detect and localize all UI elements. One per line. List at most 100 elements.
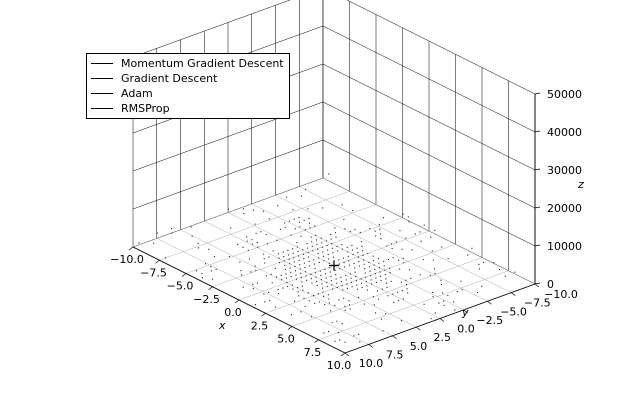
surface-dot — [290, 276, 292, 278]
grid-line-back-wall-horizontal — [322, 139, 536, 247]
surface-dot — [299, 268, 301, 270]
surface-dot — [334, 269, 336, 271]
surface-dot — [294, 265, 296, 267]
surface-dot — [332, 252, 334, 254]
surface-dot — [237, 243, 239, 246]
surface-dot — [305, 275, 307, 277]
surface-dot — [276, 239, 278, 241]
surface-dot — [254, 265, 256, 267]
surface-dot — [339, 268, 341, 270]
surface-dot — [338, 299, 340, 301]
surface-dot — [288, 258, 290, 260]
surface-dot — [345, 275, 347, 277]
surface-dot — [297, 250, 299, 253]
surface-dot — [359, 341, 361, 343]
surface-dot — [263, 293, 265, 295]
surface-dot — [408, 221, 410, 223]
surface-dot — [382, 217, 385, 219]
surface-dot — [211, 278, 214, 280]
grid-line-floor-y — [275, 195, 488, 302]
x-tick-mark — [340, 352, 346, 357]
surface-dot — [323, 260, 325, 262]
grid-line-floor-y — [299, 186, 512, 293]
surface-dot — [409, 269, 411, 271]
surface-dot — [387, 258, 389, 261]
surface-dot — [263, 258, 265, 260]
surface-dot — [355, 280, 357, 282]
surface-dot — [292, 288, 294, 290]
surface-dot — [272, 250, 274, 252]
surface-dot — [389, 272, 391, 274]
x-tick-label: 5.0 — [277, 333, 295, 346]
surface-dot — [380, 280, 382, 282]
surface-dot — [420, 240, 422, 242]
surface-dot — [393, 301, 395, 303]
surface-dot — [378, 267, 381, 269]
surface-dot — [347, 251, 349, 253]
surface-dot — [330, 280, 332, 282]
surface-dot — [257, 246, 259, 248]
surface-dot — [402, 213, 404, 215]
surface-dot — [228, 255, 230, 257]
surface-dot — [255, 232, 257, 234]
surface-dot — [336, 245, 338, 247]
surface-dot — [419, 231, 421, 233]
z-axis-label: z — [577, 178, 584, 191]
surface-dot — [279, 262, 281, 264]
surface-dot — [300, 235, 302, 237]
surface-dot — [373, 304, 375, 306]
surface-dot — [471, 247, 473, 249]
surface-dot — [363, 263, 365, 265]
y-tick-mark — [439, 318, 445, 322]
surface-dot — [344, 309, 346, 311]
surface-dot — [307, 208, 309, 210]
surface-dot — [358, 261, 360, 263]
surface-dot — [405, 279, 407, 281]
x-tick-mark — [314, 339, 319, 344]
surface-dot — [322, 255, 324, 257]
surface-dot — [330, 275, 332, 277]
surface-dot — [311, 245, 313, 247]
surface-dot — [386, 286, 388, 288]
surface-dot — [283, 260, 285, 262]
surface-dot — [255, 269, 257, 271]
grid-line-floor-y — [322, 177, 536, 285]
z-tick-mark — [534, 282, 541, 285]
grid-line-left-wall-horizontal — [132, 139, 324, 210]
surface-dot — [447, 294, 449, 296]
surface-dot — [260, 231, 262, 233]
surface-dot — [286, 281, 288, 283]
surface-dot — [205, 263, 207, 265]
surface-dot — [191, 235, 193, 237]
z-tick-label: 0 — [547, 278, 554, 291]
grid-line-floor-y — [156, 238, 369, 345]
surface-dot — [302, 253, 304, 255]
surface-dot — [281, 279, 283, 281]
surface-dot — [325, 273, 327, 275]
surface-dot — [287, 249, 289, 251]
z-tick-label: 10000 — [547, 240, 582, 253]
surface-dot — [362, 254, 364, 256]
surface-dot — [328, 258, 330, 260]
surface-dot — [364, 268, 366, 270]
surface-dot — [290, 234, 292, 236]
surface-dot — [201, 277, 203, 279]
surface-dot — [251, 239, 253, 241]
surface-dot — [228, 208, 230, 210]
surface-dot — [306, 242, 308, 245]
surface-dot — [264, 262, 266, 264]
surface-dot — [370, 275, 372, 277]
surface-dot — [442, 292, 444, 294]
surface-dot — [299, 264, 301, 266]
legend-item-gradient-descent: Gradient Descent — [87, 71, 217, 86]
surface-dot — [277, 253, 279, 255]
surface-dot — [301, 281, 303, 283]
surface-dot — [438, 302, 440, 304]
surface-dot — [456, 291, 458, 293]
surface-dot — [331, 284, 333, 286]
surface-dot — [334, 340, 336, 342]
surface-dot — [320, 279, 322, 281]
x-tick-mark — [208, 286, 213, 291]
surface-dot — [290, 271, 292, 273]
surface-dot — [353, 335, 355, 337]
